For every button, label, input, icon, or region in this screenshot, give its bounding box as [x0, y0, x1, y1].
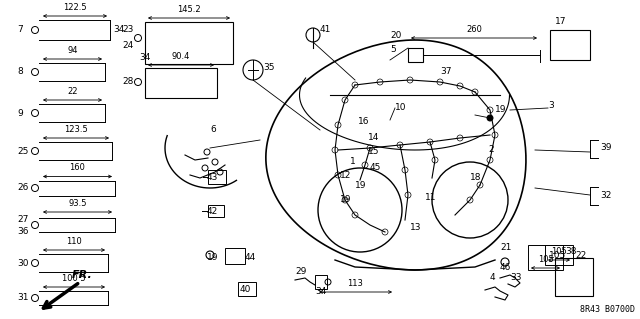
Text: 8R43 B0700D: 8R43 B0700D	[580, 305, 635, 314]
Text: 45: 45	[370, 164, 381, 173]
Text: 34: 34	[139, 54, 150, 63]
Text: 93.5: 93.5	[68, 199, 87, 208]
Text: 35: 35	[263, 63, 275, 72]
Text: 19: 19	[207, 254, 218, 263]
Text: 2: 2	[488, 145, 493, 154]
Text: 39: 39	[600, 144, 611, 152]
Text: 10: 10	[395, 103, 406, 113]
Text: 44: 44	[245, 254, 256, 263]
Text: 40: 40	[240, 286, 252, 294]
Text: 25: 25	[17, 146, 28, 155]
Text: 30: 30	[17, 258, 29, 268]
Bar	[528, 245, 563, 270]
Text: 9: 9	[17, 108, 23, 117]
Text: 29: 29	[295, 268, 307, 277]
Text: 100 5: 100 5	[62, 274, 86, 283]
Text: 7: 7	[17, 26, 23, 34]
Text: 260: 260	[466, 25, 482, 34]
Text: FR.: FR.	[72, 270, 93, 280]
Text: 24: 24	[122, 41, 133, 49]
Bar	[545, 245, 573, 265]
Bar	[238, 282, 256, 296]
Bar	[145, 22, 233, 64]
Text: 90.4: 90.4	[172, 52, 190, 61]
Text: 18: 18	[470, 174, 481, 182]
Text: 31: 31	[17, 293, 29, 302]
Text: 28: 28	[122, 78, 133, 86]
Bar	[550, 30, 590, 60]
Text: 8: 8	[17, 68, 23, 77]
Text: 26: 26	[17, 183, 28, 192]
Text: 122.5: 122.5	[63, 3, 87, 12]
Text: 6: 6	[210, 125, 216, 135]
Circle shape	[487, 115, 493, 121]
Text: 19: 19	[355, 181, 367, 189]
Text: 32: 32	[600, 190, 611, 199]
Text: 43: 43	[207, 174, 218, 182]
Text: 17: 17	[555, 18, 566, 26]
Text: 19: 19	[495, 106, 506, 115]
Text: 21: 21	[500, 243, 511, 253]
Text: 94: 94	[67, 46, 77, 55]
Text: 3: 3	[548, 100, 554, 109]
Text: 12: 12	[340, 170, 351, 180]
Bar	[408, 48, 423, 62]
Text: 34: 34	[315, 287, 326, 296]
Text: 37: 37	[440, 68, 451, 77]
Text: 1: 1	[350, 158, 356, 167]
Bar	[208, 205, 224, 217]
Text: 36: 36	[17, 227, 29, 236]
Text: 5: 5	[390, 46, 396, 55]
Text: 160: 160	[70, 164, 85, 173]
Text: 23: 23	[122, 26, 133, 34]
Text: 33: 33	[510, 273, 522, 283]
Text: 46: 46	[500, 263, 511, 272]
Text: 14: 14	[368, 133, 380, 143]
Bar	[145, 68, 217, 98]
Text: 22: 22	[575, 250, 586, 259]
Text: 105: 105	[549, 251, 566, 261]
Text: 113: 113	[348, 279, 364, 288]
Bar	[208, 170, 226, 184]
Bar	[555, 258, 593, 296]
Text: 13: 13	[410, 224, 422, 233]
Text: 15: 15	[368, 147, 380, 157]
Text: 20: 20	[390, 31, 401, 40]
Text: 34: 34	[113, 26, 124, 34]
Bar	[225, 248, 245, 264]
Text: 11: 11	[425, 194, 436, 203]
Bar	[315, 275, 327, 289]
Text: 22: 22	[67, 87, 77, 96]
Text: 41: 41	[320, 26, 332, 34]
Text: 145.2: 145.2	[177, 5, 201, 14]
Text: 105: 105	[551, 247, 567, 256]
Text: 38: 38	[565, 248, 577, 256]
Text: 4: 4	[490, 273, 495, 283]
Text: 105: 105	[538, 255, 554, 264]
Text: 42: 42	[207, 207, 218, 217]
Text: 110: 110	[66, 237, 82, 246]
Text: 123.5: 123.5	[64, 125, 88, 134]
Text: 19: 19	[340, 196, 351, 204]
Text: 16: 16	[358, 117, 369, 127]
Text: 27: 27	[17, 216, 28, 225]
